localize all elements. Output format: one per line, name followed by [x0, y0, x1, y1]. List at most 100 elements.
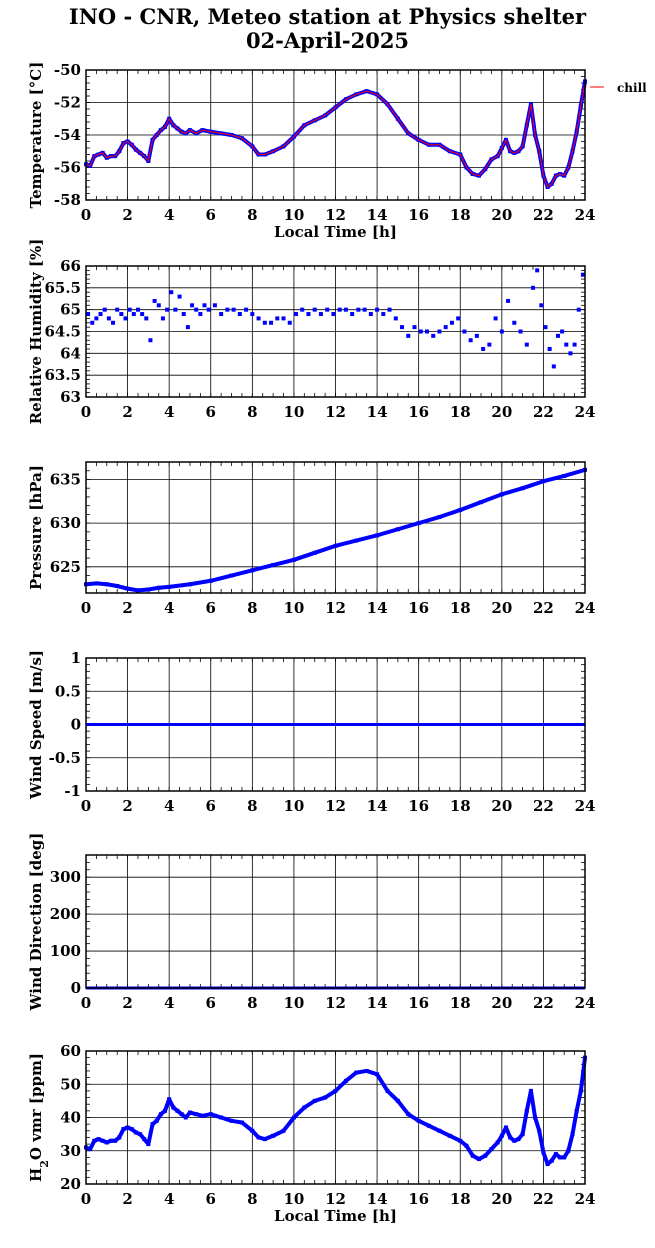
data-point [375, 1072, 380, 1077]
chart-panel-1: 0 2 4 6 8 10 12 14 16 18 20 22 24-58-56-54-52-50Temp… [27, 61, 647, 241]
data-point [219, 312, 224, 317]
data-point [375, 533, 380, 538]
x-tick-label: 12 [325, 206, 346, 224]
y-tick-label: 63.5 [44, 366, 81, 384]
data-point [539, 303, 544, 308]
title-line-1: INO - CNR, Meteo station at Physics shel… [68, 4, 587, 29]
data-point [437, 515, 442, 520]
x-tick-label: 8 [247, 403, 257, 421]
x-tick-label: 18 [450, 599, 471, 617]
data-point [524, 342, 529, 347]
data-point [447, 1133, 452, 1138]
title-line-2: 02-April-2025 [245, 28, 410, 53]
data-point [100, 1138, 105, 1143]
data-point [94, 316, 99, 321]
y-tick-label: -54 [54, 126, 81, 144]
data-point [520, 486, 525, 491]
data-point [333, 1088, 338, 1093]
data-point [406, 333, 411, 338]
x-tick-label: 12 [325, 599, 346, 617]
data-point [568, 351, 573, 356]
x-tick-label: 4 [164, 797, 174, 815]
data-point [152, 298, 157, 303]
data-point [464, 1143, 469, 1148]
data-point [256, 1135, 261, 1140]
data-point [104, 582, 109, 587]
x-tick-label: 20 [491, 797, 512, 815]
data-point [287, 320, 292, 325]
x-tick-label: 4 [164, 994, 174, 1012]
data-point [437, 329, 442, 334]
data-point [256, 316, 261, 321]
data-point [312, 1098, 317, 1103]
x-tick-label: 24 [575, 403, 596, 421]
data-point [318, 312, 323, 317]
data-point [88, 1147, 93, 1152]
data-point [541, 1150, 546, 1155]
data-point [499, 492, 504, 497]
data-point [86, 312, 91, 317]
data-point [545, 1162, 550, 1167]
y-tick-label: 50 [60, 1075, 81, 1093]
data-point [333, 543, 338, 548]
x-tick-label: 12 [325, 994, 346, 1012]
data-point [250, 568, 255, 573]
data-point [206, 307, 211, 312]
data-point [427, 1123, 432, 1128]
data-point [416, 1118, 421, 1123]
data-point [343, 307, 348, 312]
x-tick-label: 14 [367, 403, 388, 421]
data-point [281, 1128, 286, 1133]
x-tick-label: 2 [122, 797, 132, 815]
data-point [512, 320, 517, 325]
data-point [555, 333, 560, 338]
data-point [271, 563, 276, 568]
x-tick-label: 2 [122, 403, 132, 421]
data-point [156, 585, 161, 590]
data-point [156, 303, 161, 308]
plot-frame [85, 69, 586, 201]
data-point [470, 1153, 475, 1158]
data-point [543, 325, 548, 330]
data-point [350, 312, 355, 317]
x-tick-label: 16 [408, 797, 429, 815]
data-point [487, 342, 492, 347]
data-point [183, 1115, 188, 1120]
data-point [547, 346, 552, 351]
data-point [98, 312, 103, 317]
data-point [375, 307, 380, 312]
x-tick-label: 6 [206, 403, 216, 421]
x-axis-label: Local Time [h] [274, 223, 397, 241]
data-point [202, 303, 207, 308]
x-tick-label: 6 [206, 206, 216, 224]
data-point [306, 312, 311, 317]
data-point [520, 1132, 525, 1137]
x-tick-label: 18 [450, 797, 471, 815]
data-point [535, 268, 540, 273]
data-point [119, 312, 124, 317]
data-point [250, 1128, 255, 1133]
data-point [198, 312, 203, 317]
x-tick-label: 22 [533, 797, 554, 815]
data-point [271, 1133, 276, 1138]
data-point [518, 329, 523, 334]
x-tick-label: 18 [450, 1190, 471, 1208]
y-tick-label: 65 [60, 301, 81, 319]
plot-frame [85, 265, 586, 398]
data-point [387, 307, 392, 312]
x-tick-label: 14 [367, 1190, 388, 1208]
x-tick-label: 4 [164, 206, 174, 224]
data-point [94, 581, 99, 586]
x-tick-label: 24 [575, 206, 596, 224]
x-tick-label: 16 [408, 403, 429, 421]
data-point [131, 312, 136, 317]
x-tick-label: 20 [491, 599, 512, 617]
x-tick-label: 8 [247, 1190, 257, 1208]
y-tick-label: -58 [54, 191, 81, 209]
y-tick-label: 0 [71, 716, 81, 734]
data-point [468, 338, 473, 343]
data-point [489, 1147, 494, 1152]
data-point [578, 1088, 583, 1093]
